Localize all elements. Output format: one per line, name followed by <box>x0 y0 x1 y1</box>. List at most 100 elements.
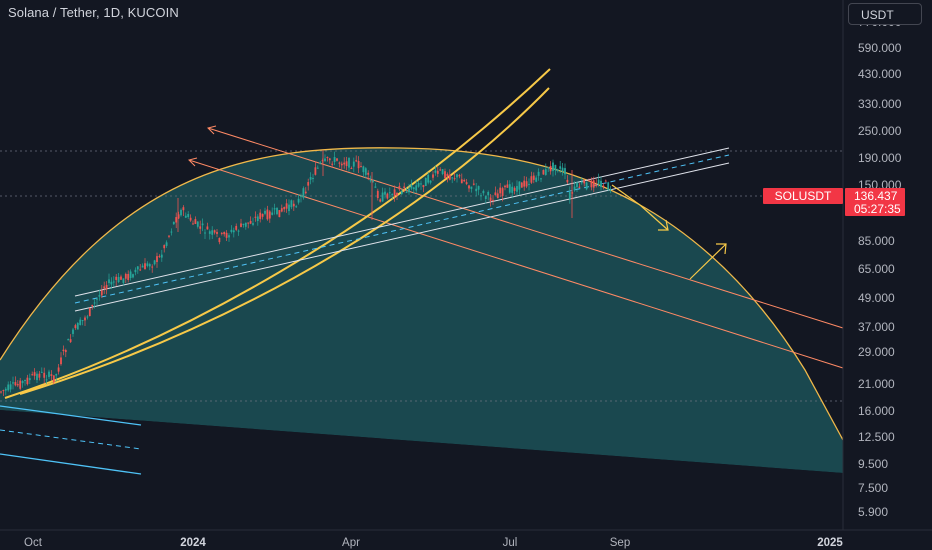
arc-fill-region <box>0 147 843 474</box>
candle-body <box>288 204 290 212</box>
candle-body <box>535 177 538 182</box>
candle-body <box>441 169 444 174</box>
candle-body <box>472 183 475 185</box>
candle-body <box>300 195 302 197</box>
currency-selector-button[interactable]: USDT <box>848 3 922 25</box>
channel-arrow-lower <box>188 157 198 167</box>
candle-body <box>79 319 82 326</box>
candle-body <box>244 222 247 227</box>
candle-body <box>26 377 29 385</box>
candle-body <box>146 263 149 266</box>
candle-body <box>103 286 106 289</box>
candle-body <box>144 263 146 270</box>
candle-body <box>465 182 468 184</box>
candle-body <box>544 169 547 175</box>
price-tick-label: 7.500 <box>858 481 888 495</box>
candle-body <box>376 190 379 199</box>
candle-body <box>206 226 209 230</box>
last-price-label: 136.437 <box>854 189 898 203</box>
candle-body <box>266 209 269 220</box>
candle-body <box>372 180 374 182</box>
time-tick-label: 2025 <box>817 537 843 549</box>
candle-body <box>345 161 348 167</box>
price-tick-label: 9.500 <box>858 457 888 471</box>
candle-body <box>489 197 492 201</box>
candle-body <box>374 186 377 188</box>
candle-body <box>340 163 343 166</box>
candle-body <box>132 274 134 278</box>
candle-body <box>319 162 322 164</box>
time-axis[interactable]: Oct 2024 Apr Jul Sep 2025 <box>24 537 843 549</box>
candle-body <box>201 223 204 226</box>
candle-body <box>139 269 142 271</box>
parabola-curve-inner <box>19 87 550 395</box>
candle-body <box>91 304 94 307</box>
candle-body <box>585 182 588 190</box>
candle-body <box>120 276 122 280</box>
candle-body <box>592 180 595 188</box>
candle-body <box>453 178 456 180</box>
candle-body <box>237 230 240 232</box>
candle-body <box>184 215 187 218</box>
candle-body <box>607 182 610 190</box>
candle-body <box>484 196 487 200</box>
candle-body <box>501 188 504 196</box>
symbol-label-bg <box>763 188 843 204</box>
symbol-label: SOLUSDT <box>775 189 832 203</box>
channel-line-lower <box>188 159 844 369</box>
candle-body <box>86 316 89 318</box>
candle-body <box>74 325 77 329</box>
candle-body <box>259 212 262 219</box>
candle-body <box>192 223 194 225</box>
candle-body <box>141 265 144 268</box>
candle-body <box>523 180 526 187</box>
candle-body <box>513 187 516 191</box>
candle-body <box>220 232 223 234</box>
candle-body <box>43 372 46 378</box>
candle-body <box>110 281 113 285</box>
price-tick-label: 21.000 <box>858 377 895 391</box>
candle-body <box>16 384 19 386</box>
candle-body <box>326 157 329 159</box>
candle-body <box>355 160 358 162</box>
candle-body <box>280 208 283 212</box>
candle-body <box>564 168 566 175</box>
candle-body <box>199 226 202 229</box>
candle-body <box>112 281 115 283</box>
candle-body <box>0 391 2 393</box>
candle-body <box>386 193 389 199</box>
candle-body <box>429 180 432 183</box>
candle-body <box>348 157 350 168</box>
candle-body <box>302 188 305 198</box>
candle-body <box>156 256 158 263</box>
projection-up-arrowhead <box>716 243 727 255</box>
candle-body <box>228 235 230 238</box>
candle-body <box>463 179 466 182</box>
candle-body <box>494 192 497 196</box>
candle-body <box>163 245 166 249</box>
trend-line-lower <box>74 162 730 312</box>
candle-body <box>451 177 454 179</box>
candle-body <box>391 193 394 195</box>
candle-body <box>304 191 307 194</box>
candle-body <box>45 379 48 381</box>
blue-line-mid <box>0 429 142 450</box>
candle-body <box>436 170 439 174</box>
candle-body <box>420 183 422 185</box>
candle-body <box>588 180 590 182</box>
candle-body <box>352 161 355 167</box>
candle-body <box>33 372 36 376</box>
candle-body <box>28 378 31 381</box>
chart-title: Solana / Tether, 1D, KUCOIN <box>8 5 179 20</box>
candle-body <box>64 350 67 353</box>
candle-body <box>247 222 250 224</box>
candle-body <box>12 382 14 384</box>
candle-body <box>506 184 509 188</box>
candle-body <box>597 179 600 184</box>
candle-body <box>508 184 511 193</box>
candle-body <box>276 207 278 215</box>
candle-body <box>232 230 235 233</box>
candle-body <box>511 186 514 193</box>
candle-body <box>14 382 17 386</box>
